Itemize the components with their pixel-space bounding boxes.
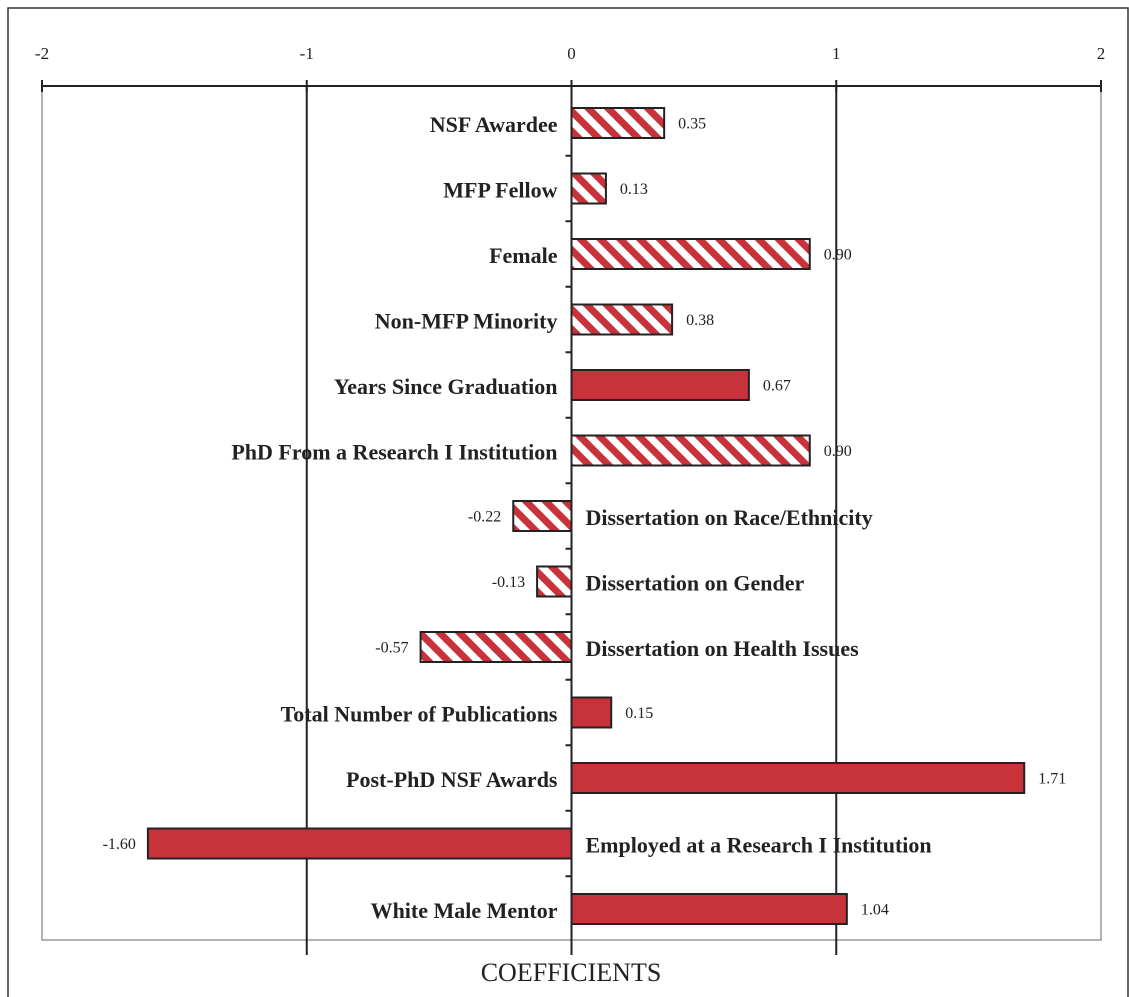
value-label: 0.15 [625,705,653,722]
bar [570,696,613,729]
category-label: White Male Mentor [371,898,558,923]
category-label: PhD From a Research I Institution [231,440,557,465]
value-label: 0.67 [763,378,791,395]
x-tick-label: 0 [567,44,576,63]
category-label: Years Since Graduation [334,374,558,399]
bar [570,238,811,270]
value-label: 1.04 [861,902,889,919]
value-label: 1.71 [1038,771,1066,788]
value-label: 0.35 [678,116,706,133]
value-label: -0.13 [492,574,525,591]
bar [536,565,573,598]
x-tick-label: -1 [300,44,314,63]
category-label: Employed at a Research I Institution [586,833,932,858]
value-label: 0.38 [686,312,714,329]
bar [570,107,666,139]
category-label: Dissertation on Health Issues [586,636,860,661]
value-label: -0.57 [375,640,408,657]
value-label: 0.90 [824,443,852,460]
category-label: Total Number of Publications [281,702,558,727]
category-label: Non-MFP Minority [375,309,558,334]
x-tick-label: 1 [832,44,841,63]
value-label: -1.60 [103,836,136,853]
category-label: Dissertation on Gender [586,571,805,596]
category-label: Post-PhD NSF Awards [346,767,558,792]
bar [570,369,750,401]
bar [570,172,607,205]
bar [570,434,811,467]
x-tick-label: -2 [35,44,49,63]
bar [570,893,848,925]
category-label: MFP Fellow [443,178,557,203]
x-tick-label: 2 [1097,44,1106,63]
bar [512,500,573,532]
category-label: Dissertation on Race/Ethnicity [586,505,873,530]
category-label: Female [489,243,558,268]
bar [146,827,573,860]
value-label: 0.13 [620,181,648,198]
x-axis-label: COEFFICIENTS [481,958,662,987]
bar [419,631,573,663]
category-label: NSF Awardee [430,112,558,137]
frame [7,7,1129,997]
value-label: -0.22 [468,509,501,526]
bar [570,303,674,336]
bar [570,762,1026,794]
value-label: 0.90 [824,247,852,264]
